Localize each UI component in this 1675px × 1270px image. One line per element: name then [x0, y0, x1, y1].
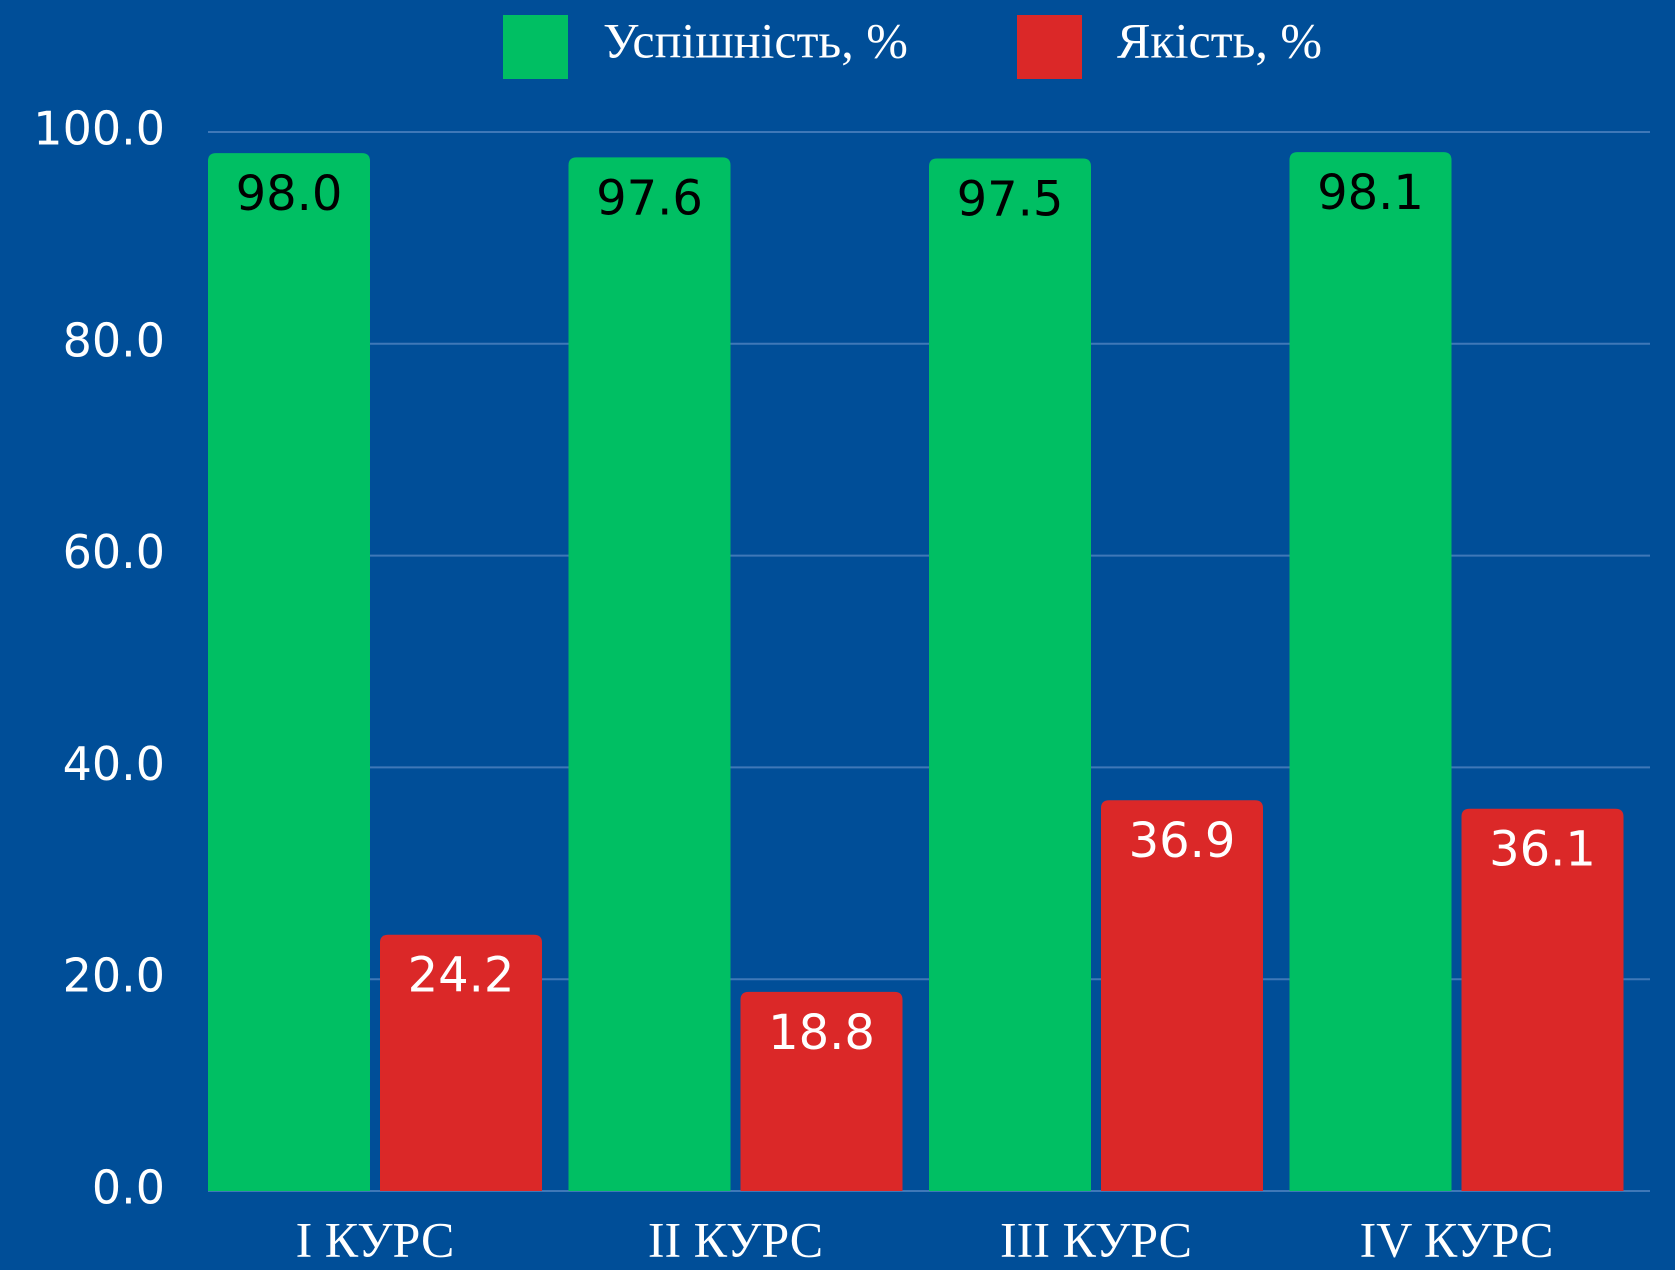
bar: [1101, 800, 1263, 1191]
bar: [929, 158, 1091, 1192]
legend-label: Якість, %: [1117, 12, 1322, 68]
bar: [1461, 808, 1624, 1191]
value-label: 24.2: [408, 948, 515, 1004]
y-tick-label: 20.0: [63, 949, 165, 1003]
bar: [740, 991, 903, 1191]
y-tick-label: 0.0: [92, 1161, 165, 1215]
value-label: 97.6: [596, 170, 703, 226]
x-tick-label: I КУРС: [296, 1211, 455, 1267]
value-label: 98.0: [236, 166, 343, 222]
legend-swatch: [1017, 15, 1082, 79]
value-label: 98.1: [1317, 165, 1424, 221]
y-tick-label: 60.0: [63, 525, 165, 579]
y-tick-label: 100.0: [33, 102, 165, 156]
x-tick-label: II КУРС: [648, 1211, 823, 1267]
y-tick-label: 40.0: [63, 737, 165, 791]
value-label: 97.5: [957, 171, 1064, 227]
y-tick-label: 80.0: [63, 313, 165, 367]
x-tick-label: III КУРС: [1000, 1211, 1192, 1267]
value-label: 36.9: [1129, 813, 1236, 869]
bar: [1289, 152, 1452, 1192]
bar: [380, 934, 542, 1191]
bar: [568, 157, 731, 1191]
bar: [208, 153, 370, 1192]
legend-swatch: [503, 15, 568, 79]
legend-label: Успішність, %: [603, 12, 908, 68]
value-label: 18.8: [768, 1005, 875, 1061]
x-tick-label: IV КУРС: [1360, 1211, 1554, 1267]
value-label: 36.1: [1489, 822, 1596, 878]
